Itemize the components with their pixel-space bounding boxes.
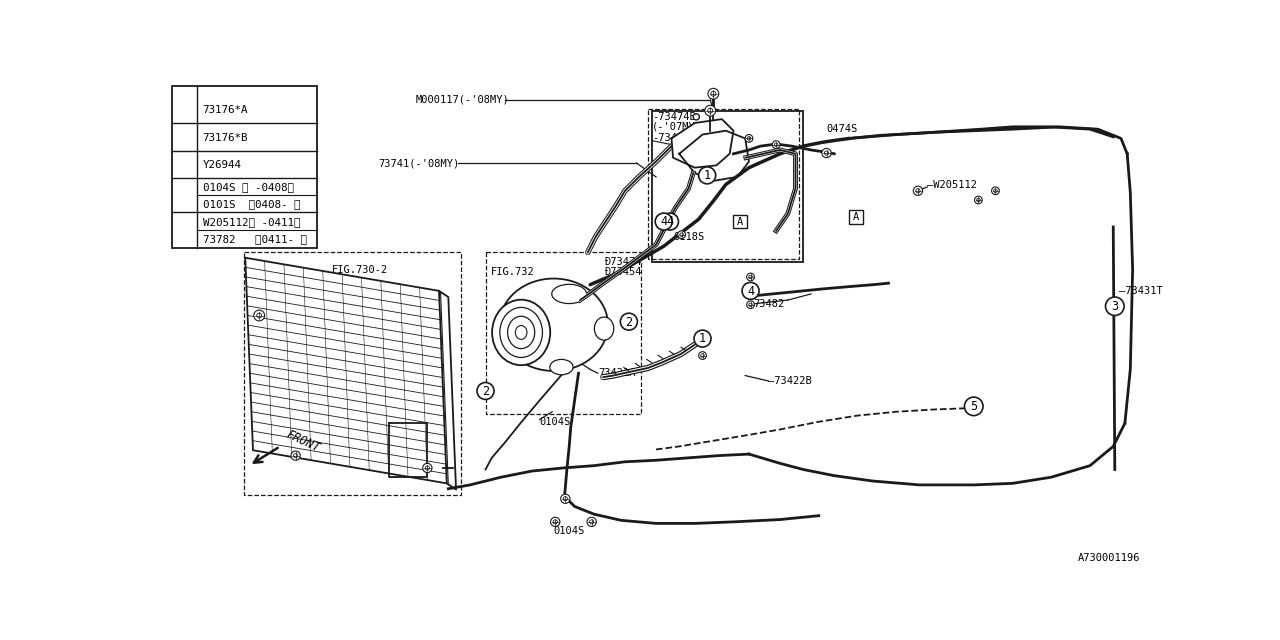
Circle shape (964, 397, 983, 415)
Circle shape (708, 88, 719, 99)
Text: -73454: -73454 (652, 133, 690, 143)
Circle shape (550, 517, 559, 527)
Ellipse shape (594, 317, 614, 340)
Ellipse shape (552, 284, 586, 303)
Text: 0474S: 0474S (827, 124, 858, 134)
Text: 73176*A: 73176*A (202, 104, 248, 115)
Bar (485, 252, 640, 414)
Text: 5: 5 (970, 400, 978, 413)
Ellipse shape (499, 278, 608, 371)
Text: A: A (736, 217, 742, 227)
Circle shape (588, 517, 596, 527)
Text: 2: 2 (180, 131, 188, 144)
Circle shape (746, 273, 754, 281)
Text: 0104S （ -0408）: 0104S （ -0408） (202, 182, 293, 192)
Circle shape (746, 301, 754, 308)
Circle shape (662, 213, 678, 230)
Circle shape (621, 313, 637, 330)
Text: —W205112: —W205112 (927, 180, 977, 189)
Text: 4: 4 (667, 216, 673, 228)
Circle shape (422, 463, 433, 472)
Text: 1: 1 (704, 169, 710, 182)
Bar (652, 111, 804, 262)
Text: FIG.732: FIG.732 (492, 268, 535, 278)
Text: —73422B: —73422B (768, 376, 812, 386)
Text: 3: 3 (1111, 300, 1119, 313)
Text: 1: 1 (180, 103, 188, 116)
Circle shape (175, 129, 192, 146)
Ellipse shape (550, 360, 573, 375)
Circle shape (253, 310, 265, 321)
Text: 1: 1 (699, 333, 707, 346)
Ellipse shape (492, 300, 550, 365)
Text: M000117(-'08MY): M000117(-'08MY) (416, 95, 509, 105)
Text: A: A (852, 212, 859, 222)
Circle shape (974, 196, 982, 204)
Text: 73782   （0411- ）: 73782 （0411- ） (202, 234, 307, 244)
Circle shape (699, 167, 716, 184)
Circle shape (1106, 297, 1124, 316)
Circle shape (477, 383, 494, 399)
Text: 5: 5 (180, 224, 188, 237)
Text: 0118S: 0118S (673, 232, 705, 242)
Text: —73431T: —73431T (1120, 286, 1164, 296)
Circle shape (175, 157, 192, 173)
Text: FIG.730-2: FIG.730-2 (332, 265, 388, 275)
Bar (732, 214, 746, 228)
Ellipse shape (516, 326, 527, 339)
Text: 73421A: 73421A (598, 368, 635, 378)
Circle shape (561, 494, 570, 504)
Circle shape (992, 187, 1000, 195)
Circle shape (705, 106, 716, 116)
Text: 73176*B: 73176*B (202, 132, 248, 143)
Circle shape (175, 100, 192, 118)
Text: Y26944: Y26944 (202, 161, 242, 170)
Text: 4: 4 (748, 285, 754, 298)
Text: 4: 4 (660, 216, 667, 228)
Text: -73474B: -73474B (652, 112, 696, 122)
Circle shape (914, 186, 923, 195)
Circle shape (175, 187, 192, 204)
Text: Ð73454: Ð73454 (604, 267, 641, 276)
Circle shape (772, 141, 780, 148)
Circle shape (291, 451, 301, 460)
Text: 0104S: 0104S (553, 526, 585, 536)
Bar (172, 86, 317, 248)
Circle shape (655, 213, 672, 230)
Text: A730001196: A730001196 (1078, 554, 1140, 563)
Text: 0101S  （0408- ）: 0101S （0408- ） (202, 199, 300, 209)
Circle shape (742, 282, 759, 300)
Polygon shape (680, 131, 749, 180)
Bar (243, 252, 461, 495)
Circle shape (694, 330, 710, 347)
Circle shape (699, 352, 707, 360)
Ellipse shape (508, 316, 535, 349)
Polygon shape (672, 119, 733, 168)
Text: W205112（ -0411）: W205112（ -0411） (202, 216, 300, 227)
Text: 4: 4 (180, 189, 188, 202)
Ellipse shape (499, 307, 543, 358)
Circle shape (745, 134, 753, 142)
Bar (648, 109, 800, 259)
Text: 73482: 73482 (753, 299, 785, 309)
Text: 0104S: 0104S (540, 417, 571, 427)
Bar (849, 210, 863, 224)
Text: 73741(-'08MY): 73741(-'08MY) (379, 158, 460, 168)
Text: 2: 2 (626, 316, 632, 328)
Text: (-'07MY): (-'07MY) (652, 122, 703, 132)
Text: 2: 2 (483, 385, 489, 398)
Text: FRONT: FRONT (284, 428, 321, 455)
Circle shape (822, 148, 831, 157)
Circle shape (677, 231, 686, 239)
Text: 3: 3 (180, 159, 188, 172)
Circle shape (175, 221, 192, 239)
Circle shape (694, 114, 699, 120)
Text: Ð73474: Ð73474 (604, 257, 641, 267)
